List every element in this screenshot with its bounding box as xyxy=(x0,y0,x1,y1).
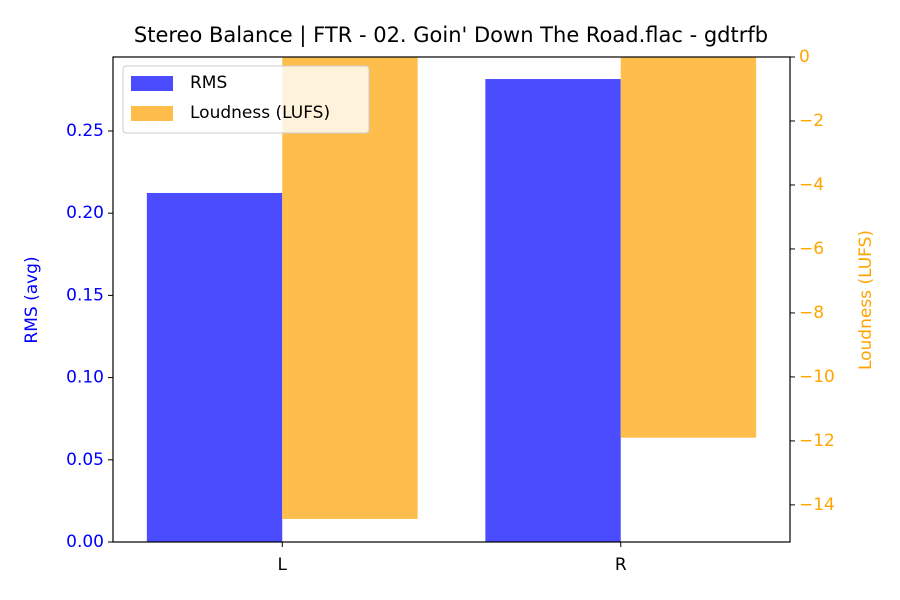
y-tick-label: 0.05 xyxy=(66,450,104,470)
legend-swatch xyxy=(131,76,173,91)
y2-tick-label: −2 xyxy=(799,111,824,131)
y-tick-label: 0.25 xyxy=(66,121,104,141)
y-tick-label: 0.20 xyxy=(66,203,104,223)
y-tick-label: 0.15 xyxy=(66,285,104,305)
y2-tick-label: −6 xyxy=(799,239,824,259)
y-tick-label: 0.00 xyxy=(66,532,104,552)
y2-tick-label: −4 xyxy=(799,175,824,195)
y-axis-label: RMS (avg) xyxy=(22,256,42,343)
legend-box xyxy=(122,65,370,134)
bar xyxy=(282,57,418,519)
y-tick-label: 0.10 xyxy=(66,368,104,388)
bar xyxy=(146,192,283,542)
legend-swatch xyxy=(131,106,173,121)
y2-tick-label: −10 xyxy=(799,367,835,387)
legend-label: Loudness (LUFS) xyxy=(190,103,330,123)
chart-title: Stereo Balance | FTR - 02. Goin' Down Th… xyxy=(134,23,768,48)
y2-tick-label: −8 xyxy=(799,303,824,323)
legend-label: RMS xyxy=(190,73,227,93)
x-tick-label: R xyxy=(615,555,627,575)
bar xyxy=(620,57,757,438)
y2-tick-label: −14 xyxy=(799,495,835,515)
y2-tick-label: 0 xyxy=(799,47,810,67)
y2-tick-label: −12 xyxy=(799,431,835,451)
y2-axis-label: Loudness (LUFS) xyxy=(856,230,876,370)
bar xyxy=(485,79,621,542)
x-tick-label: L xyxy=(278,555,288,575)
axes-frame xyxy=(112,56,791,543)
